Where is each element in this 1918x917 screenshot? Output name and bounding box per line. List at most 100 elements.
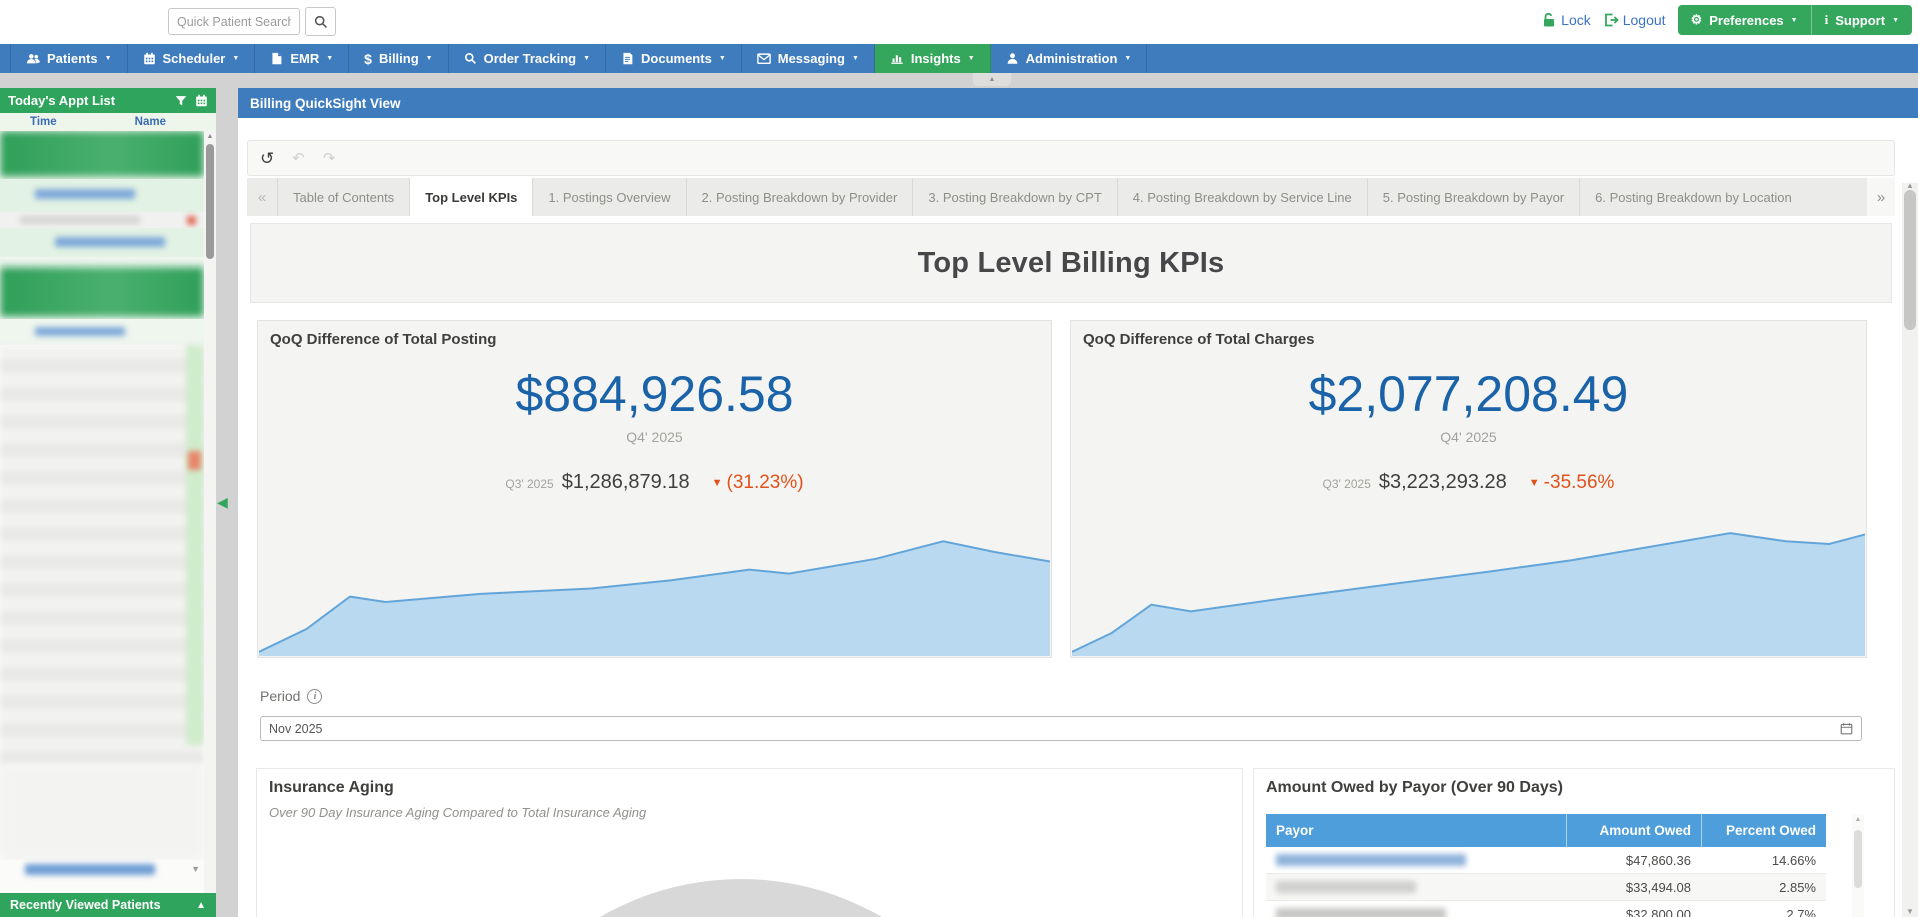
- tab-breakdown-provider[interactable]: 2. Posting Breakdown by Provider: [685, 178, 913, 216]
- payor-table-scroll-thumb[interactable]: [1854, 830, 1862, 888]
- quick-patient-search: [168, 7, 336, 36]
- tab-breakdown-payor[interactable]: 5. Posting Breakdown by Payor: [1366, 178, 1579, 216]
- blurred-footer-link-row[interactable]: ▼: [0, 860, 204, 880]
- bar-chart-icon: [891, 55, 903, 64]
- nav-documents[interactable]: Documents ▼: [606, 44, 742, 73]
- chevron-down-icon: ▼: [104, 55, 112, 62]
- chevron-down-icon: ▼: [1124, 55, 1132, 62]
- tabs-scroll-left[interactable]: «: [257, 188, 267, 206]
- kpi-title: QoQ Difference of Total Charges: [1083, 331, 1315, 348]
- logout-button[interactable]: Logout: [1603, 12, 1666, 28]
- nav-insights[interactable]: Insights ▼: [874, 44, 991, 73]
- area-chart-total-posting: [259, 540, 1050, 656]
- blurred-payor-name[interactable]: [1276, 881, 1416, 893]
- triangle-down-icon[interactable]: ▼: [191, 864, 200, 874]
- lock-button[interactable]: Lock: [1541, 12, 1591, 28]
- sidebar-collapse-arrow[interactable]: ◀: [217, 494, 228, 510]
- insurance-aging-title: Insurance Aging: [269, 779, 394, 796]
- nav-messaging[interactable]: Messaging ▼: [742, 44, 875, 73]
- main-scrollbar[interactable]: ▲ ▼: [1902, 181, 1918, 917]
- chevron-down-icon: ▼: [851, 55, 859, 62]
- column-time: Time: [30, 116, 57, 128]
- header-collapse-tab[interactable]: ▲: [973, 73, 1011, 86]
- column-amount-owed[interactable]: Amount Owed: [1566, 814, 1701, 847]
- nav-insights-label: Insights: [910, 51, 961, 66]
- blurred-patient-link[interactable]: [55, 237, 165, 247]
- blurred-list-rows: [0, 765, 204, 860]
- blurred-appointment-block: [0, 267, 204, 317]
- kpi-card-total-charges: QoQ Difference of Total Charges $2,077,2…: [1070, 320, 1867, 658]
- period-value: Nov 2025: [269, 721, 323, 736]
- column-payor[interactable]: Payor: [1276, 823, 1314, 838]
- blurred-payor-name[interactable]: [1276, 854, 1466, 866]
- calendar-icon: [143, 52, 155, 65]
- scroll-up-arrow[interactable]: ▲: [206, 133, 214, 140]
- kpi-prev-period: Q3' 2025: [1322, 477, 1371, 491]
- blurred-appointment-row[interactable]: [0, 319, 204, 345]
- nav-billing[interactable]: $ Billing ▼: [349, 44, 449, 73]
- reset-icon[interactable]: ↺: [260, 148, 275, 168]
- filter-icon[interactable]: [175, 95, 187, 107]
- table-row[interactable]: $33,494.08 2.85%: [1266, 874, 1826, 901]
- triangle-up-icon: ▲: [988, 76, 996, 83]
- tab-top-level-kpis[interactable]: Top Level KPIs: [409, 178, 533, 216]
- sidebar-scroll-thumb[interactable]: [206, 144, 214, 259]
- recently-viewed-patients-bar[interactable]: Recently Viewed Patients ▲: [0, 893, 216, 917]
- calendar-icon[interactable]: [1840, 722, 1853, 735]
- tab-table-of-contents[interactable]: Table of Contents: [277, 178, 409, 216]
- tab-breakdown-service-line[interactable]: 4. Posting Breakdown by Service Line: [1116, 178, 1367, 216]
- nav-administration-label: Administration: [1025, 51, 1118, 66]
- support-button[interactable]: i Support ▼: [1810, 5, 1912, 35]
- nav-administration[interactable]: Administration ▼: [991, 44, 1148, 73]
- scroll-up-arrow[interactable]: ▲: [1854, 816, 1862, 823]
- column-percent-owed[interactable]: Percent Owed: [1701, 814, 1826, 847]
- table-row[interactable]: $47,860.36 14.66%: [1266, 847, 1826, 874]
- preferences-button[interactable]: ⚙ Preferences ▼: [1677, 5, 1811, 35]
- triangle-down-icon: ▼: [711, 477, 723, 489]
- nav-order-tracking[interactable]: Order Tracking ▼: [449, 44, 607, 73]
- blurred-status-dot: [187, 216, 196, 225]
- nav-scheduler[interactable]: Scheduler ▼: [128, 44, 256, 73]
- kpi-period: Q4' 2025: [626, 429, 683, 445]
- payor-table-scrollbar[interactable]: ▲: [1852, 814, 1864, 917]
- appt-list-title: Today's Appt List: [8, 93, 116, 108]
- blurred-payor-name[interactable]: [1276, 908, 1446, 917]
- blurred-patient-link[interactable]: [35, 327, 125, 336]
- blurred-appointment-row[interactable]: [0, 228, 204, 257]
- blurred-green-column: [186, 345, 204, 745]
- blurred-appointment-row[interactable]: [0, 179, 204, 212]
- chevron-down-icon: ▼: [1892, 16, 1899, 24]
- nav-patients[interactable]: Patients ▼: [10, 44, 128, 73]
- undo-icon[interactable]: ↶: [292, 149, 305, 167]
- blurred-list-rows: [0, 345, 204, 765]
- unlocked-padlock-icon: [1544, 13, 1555, 27]
- main-scroll-thumb[interactable]: [1904, 190, 1916, 330]
- kpi-value: $2,077,208.49: [1308, 366, 1629, 422]
- info-icon[interactable]: i: [307, 688, 323, 704]
- tab-postings-overview[interactable]: 1. Postings Overview: [532, 178, 685, 216]
- search-button[interactable]: [305, 7, 336, 36]
- nav-emr[interactable]: EMR ▼: [255, 44, 350, 73]
- tabs-scroll-right[interactable]: »: [1867, 178, 1895, 216]
- area-chart-total-charges: [1072, 532, 1865, 656]
- calendar-icon[interactable]: [195, 94, 208, 107]
- blurred-link[interactable]: [25, 864, 155, 875]
- search-input[interactable]: [168, 8, 300, 35]
- redo-icon[interactable]: ↷: [322, 149, 336, 167]
- nav-order-tracking-label: Order Tracking: [483, 51, 577, 66]
- scroll-down-arrow[interactable]: ▼: [1906, 907, 1914, 916]
- tab-breakdown-location[interactable]: 6. Posting Breakdown by Location: [1579, 178, 1807, 216]
- nav-messaging-label: Messaging: [777, 51, 845, 66]
- appt-list-column-headers: Time Name: [0, 113, 216, 131]
- sidebar-scrollbar[interactable]: ▲: [204, 131, 216, 893]
- period-label: Period: [260, 688, 301, 704]
- table-row[interactable]: $32,800.00 2.7%: [1266, 901, 1826, 917]
- tab-breakdown-cpt[interactable]: 3. Posting Breakdown by CPT: [912, 178, 1116, 216]
- blurred-patient-link[interactable]: [35, 189, 135, 199]
- scroll-up-arrow[interactable]: ▲: [1906, 181, 1914, 190]
- period-date-picker[interactable]: Nov 2025: [260, 716, 1862, 741]
- main-panel: Billing QuickSight View ↺ ↶ ↷ « Table of…: [238, 88, 1918, 917]
- amount-owed-value: $33,494.08: [1625, 879, 1691, 895]
- dashboard-title-box: Top Level Billing KPIs: [250, 223, 1892, 303]
